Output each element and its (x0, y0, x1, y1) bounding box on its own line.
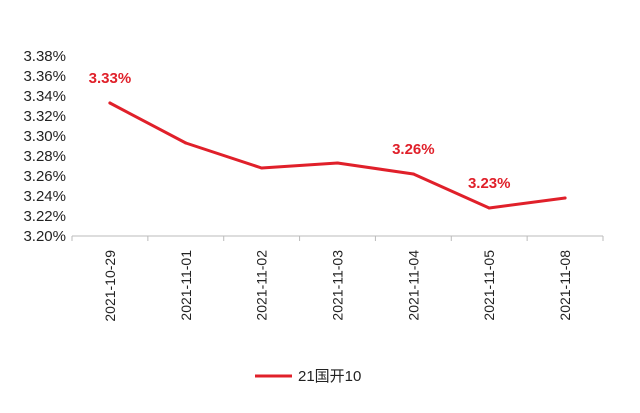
data-point (108, 101, 112, 105)
y-tick-label: 3.24% (23, 188, 66, 205)
y-tick-label: 3.32% (23, 108, 66, 125)
data-point (336, 161, 339, 165)
data-label: 3.26% (392, 141, 435, 158)
y-axis: 3.20% 3.22% 3.24% 3.26% 3.28% 3.30% 3.32% 3.34%… (23, 48, 66, 245)
y-tick-label: 3.20% (23, 228, 66, 245)
y-tick-label: 3.36% (23, 68, 66, 85)
x-tick-label: 2021-11-08 (557, 250, 573, 321)
data-point (260, 166, 264, 170)
x-tick-label: 2021-11-04 (405, 250, 421, 321)
legend: 21国开10 (255, 368, 361, 385)
series-line (108, 101, 567, 210)
data-point (563, 196, 567, 200)
data-label: 3.33% (89, 70, 132, 87)
x-tick-label: 2021-11-01 (178, 250, 194, 321)
data-point (184, 141, 188, 145)
y-tick-label: 3.30% (23, 128, 66, 145)
legend-label: 21国开10 (298, 368, 361, 385)
data-point (411, 172, 415, 176)
data-label: 3.23% (468, 175, 511, 192)
y-tick-label: 3.22% (23, 208, 66, 225)
y-tick-label: 3.38% (23, 48, 66, 65)
x-tick-label: 2021-11-02 (254, 250, 270, 321)
x-axis: 2021-10-29 2021-11-01 2021-11-02 2021-11-03… (71, 235, 604, 322)
x-tick-label: 2021-11-05 (481, 250, 497, 321)
x-tick-label: 2021-10-29 (102, 250, 118, 322)
x-tick-label: 2021-11-03 (330, 250, 346, 321)
y-tick-label: 3.26% (23, 168, 66, 185)
y-tick-label: 3.34% (23, 88, 66, 105)
y-tick-label: 3.28% (23, 148, 66, 165)
data-point (487, 206, 491, 210)
data-labels: 3.33% 3.26% 3.23% (89, 70, 511, 192)
series-group (108, 101, 567, 210)
